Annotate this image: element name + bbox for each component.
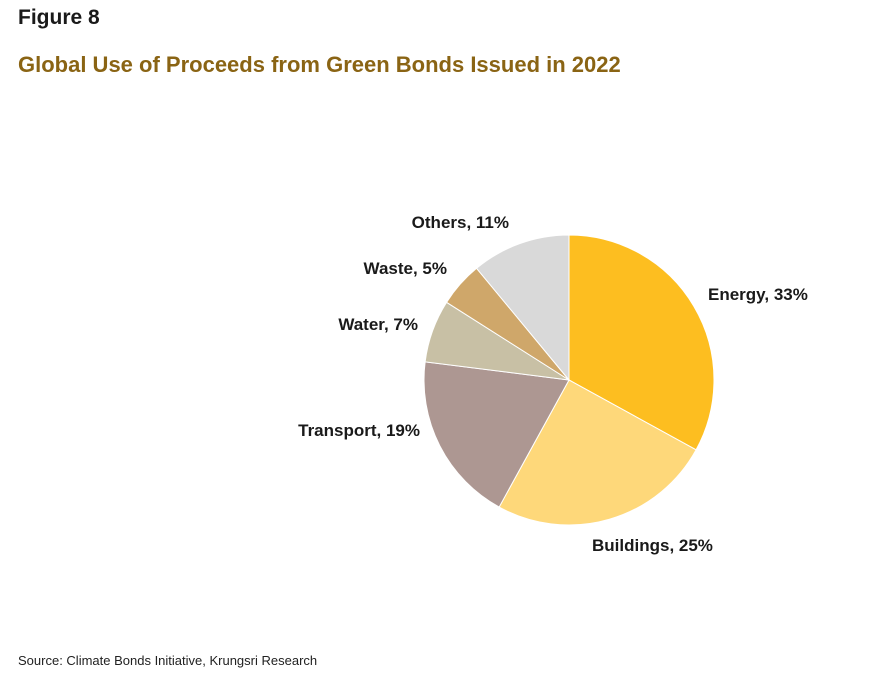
slice-label-energy: Energy, 33% [708, 285, 808, 304]
slice-label-waste: Waste, 5% [364, 259, 447, 278]
pie-chart: Energy, 33% Buildings, 25% Transport, 19% W… [298, 213, 808, 555]
pie-slice-others [475, 234, 570, 382]
slice-label-transport: Transport, 19% [298, 421, 420, 440]
pie-slice-transport [423, 361, 570, 508]
slice-label-others: Others, 11% [412, 213, 509, 232]
pie-slice-energy [568, 234, 715, 451]
figure-label: Figure 8 [18, 6, 100, 29]
source-note: Source: Climate Bonds Initiative, Krungs… [18, 653, 318, 668]
slice-label-buildings: Buildings, 25% [592, 536, 713, 555]
pie-slice-buildings [498, 379, 697, 526]
slice-label-water: Water, 7% [338, 315, 418, 334]
chart-title: Global Use of Proceeds from Green Bonds … [18, 52, 621, 77]
